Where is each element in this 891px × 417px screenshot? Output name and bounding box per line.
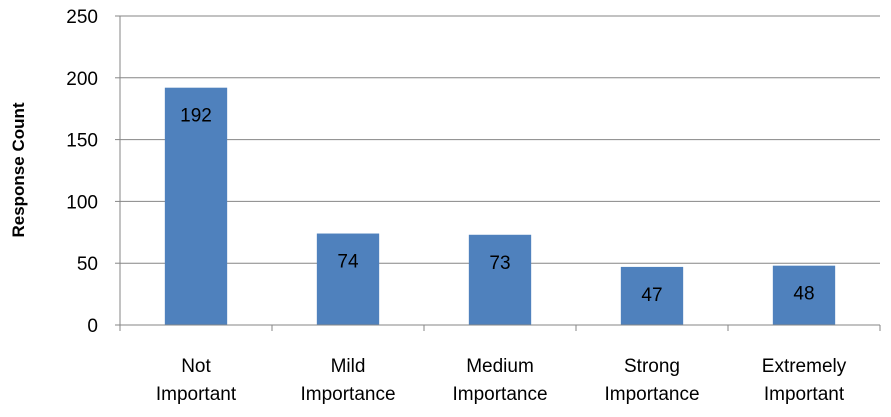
y-tick-label: 150	[66, 131, 98, 152]
x-category-label: Extremely Important	[762, 356, 847, 405]
x-category-label: Mild Importance	[300, 356, 395, 405]
data-label: 73	[489, 253, 510, 274]
x-category-label-line: Strong	[624, 356, 680, 377]
x-category-label-line: Medium	[466, 356, 534, 377]
gridlines	[120, 15, 880, 264]
y-tick-label: 50	[77, 254, 98, 275]
x-category-label-line: Importance	[300, 384, 395, 405]
x-category-label-line: Important	[764, 384, 845, 405]
x-axis	[119, 16, 881, 331]
data-labels: 192 74 73 47 48	[180, 106, 814, 306]
data-label: 74	[337, 252, 359, 273]
y-tick-label: 250	[66, 7, 98, 28]
x-category-label-line: Importance	[604, 384, 699, 405]
y-axis-title: Response Count	[9, 102, 28, 237]
x-category-label-line: Importance	[452, 384, 547, 405]
y-axis-ticks: 0 50 100 150 200 250	[66, 7, 120, 337]
x-category-label-line: Mild	[331, 356, 366, 377]
bar	[164, 87, 228, 325]
data-label: 192	[180, 106, 212, 127]
x-axis-category-labels: Not Important Mild Importance Medium Importan…	[156, 356, 847, 405]
x-category-label-line: Not	[181, 356, 211, 377]
x-category-label: Not Important	[156, 356, 237, 405]
bar	[620, 266, 684, 325]
bars	[164, 87, 836, 325]
bar	[772, 265, 836, 325]
data-label: 47	[641, 285, 662, 306]
y-tick-label: 0	[87, 316, 98, 337]
data-label: 48	[793, 284, 814, 305]
y-tick-label: 100	[66, 192, 98, 213]
bar	[316, 233, 380, 325]
x-category-label-line: Important	[156, 384, 237, 405]
bar	[468, 234, 532, 325]
x-category-label: Strong Importance	[604, 356, 699, 405]
y-tick-label: 200	[66, 69, 98, 90]
x-category-label: Medium Importance	[452, 356, 547, 405]
x-category-label-line: Extremely	[762, 356, 847, 377]
